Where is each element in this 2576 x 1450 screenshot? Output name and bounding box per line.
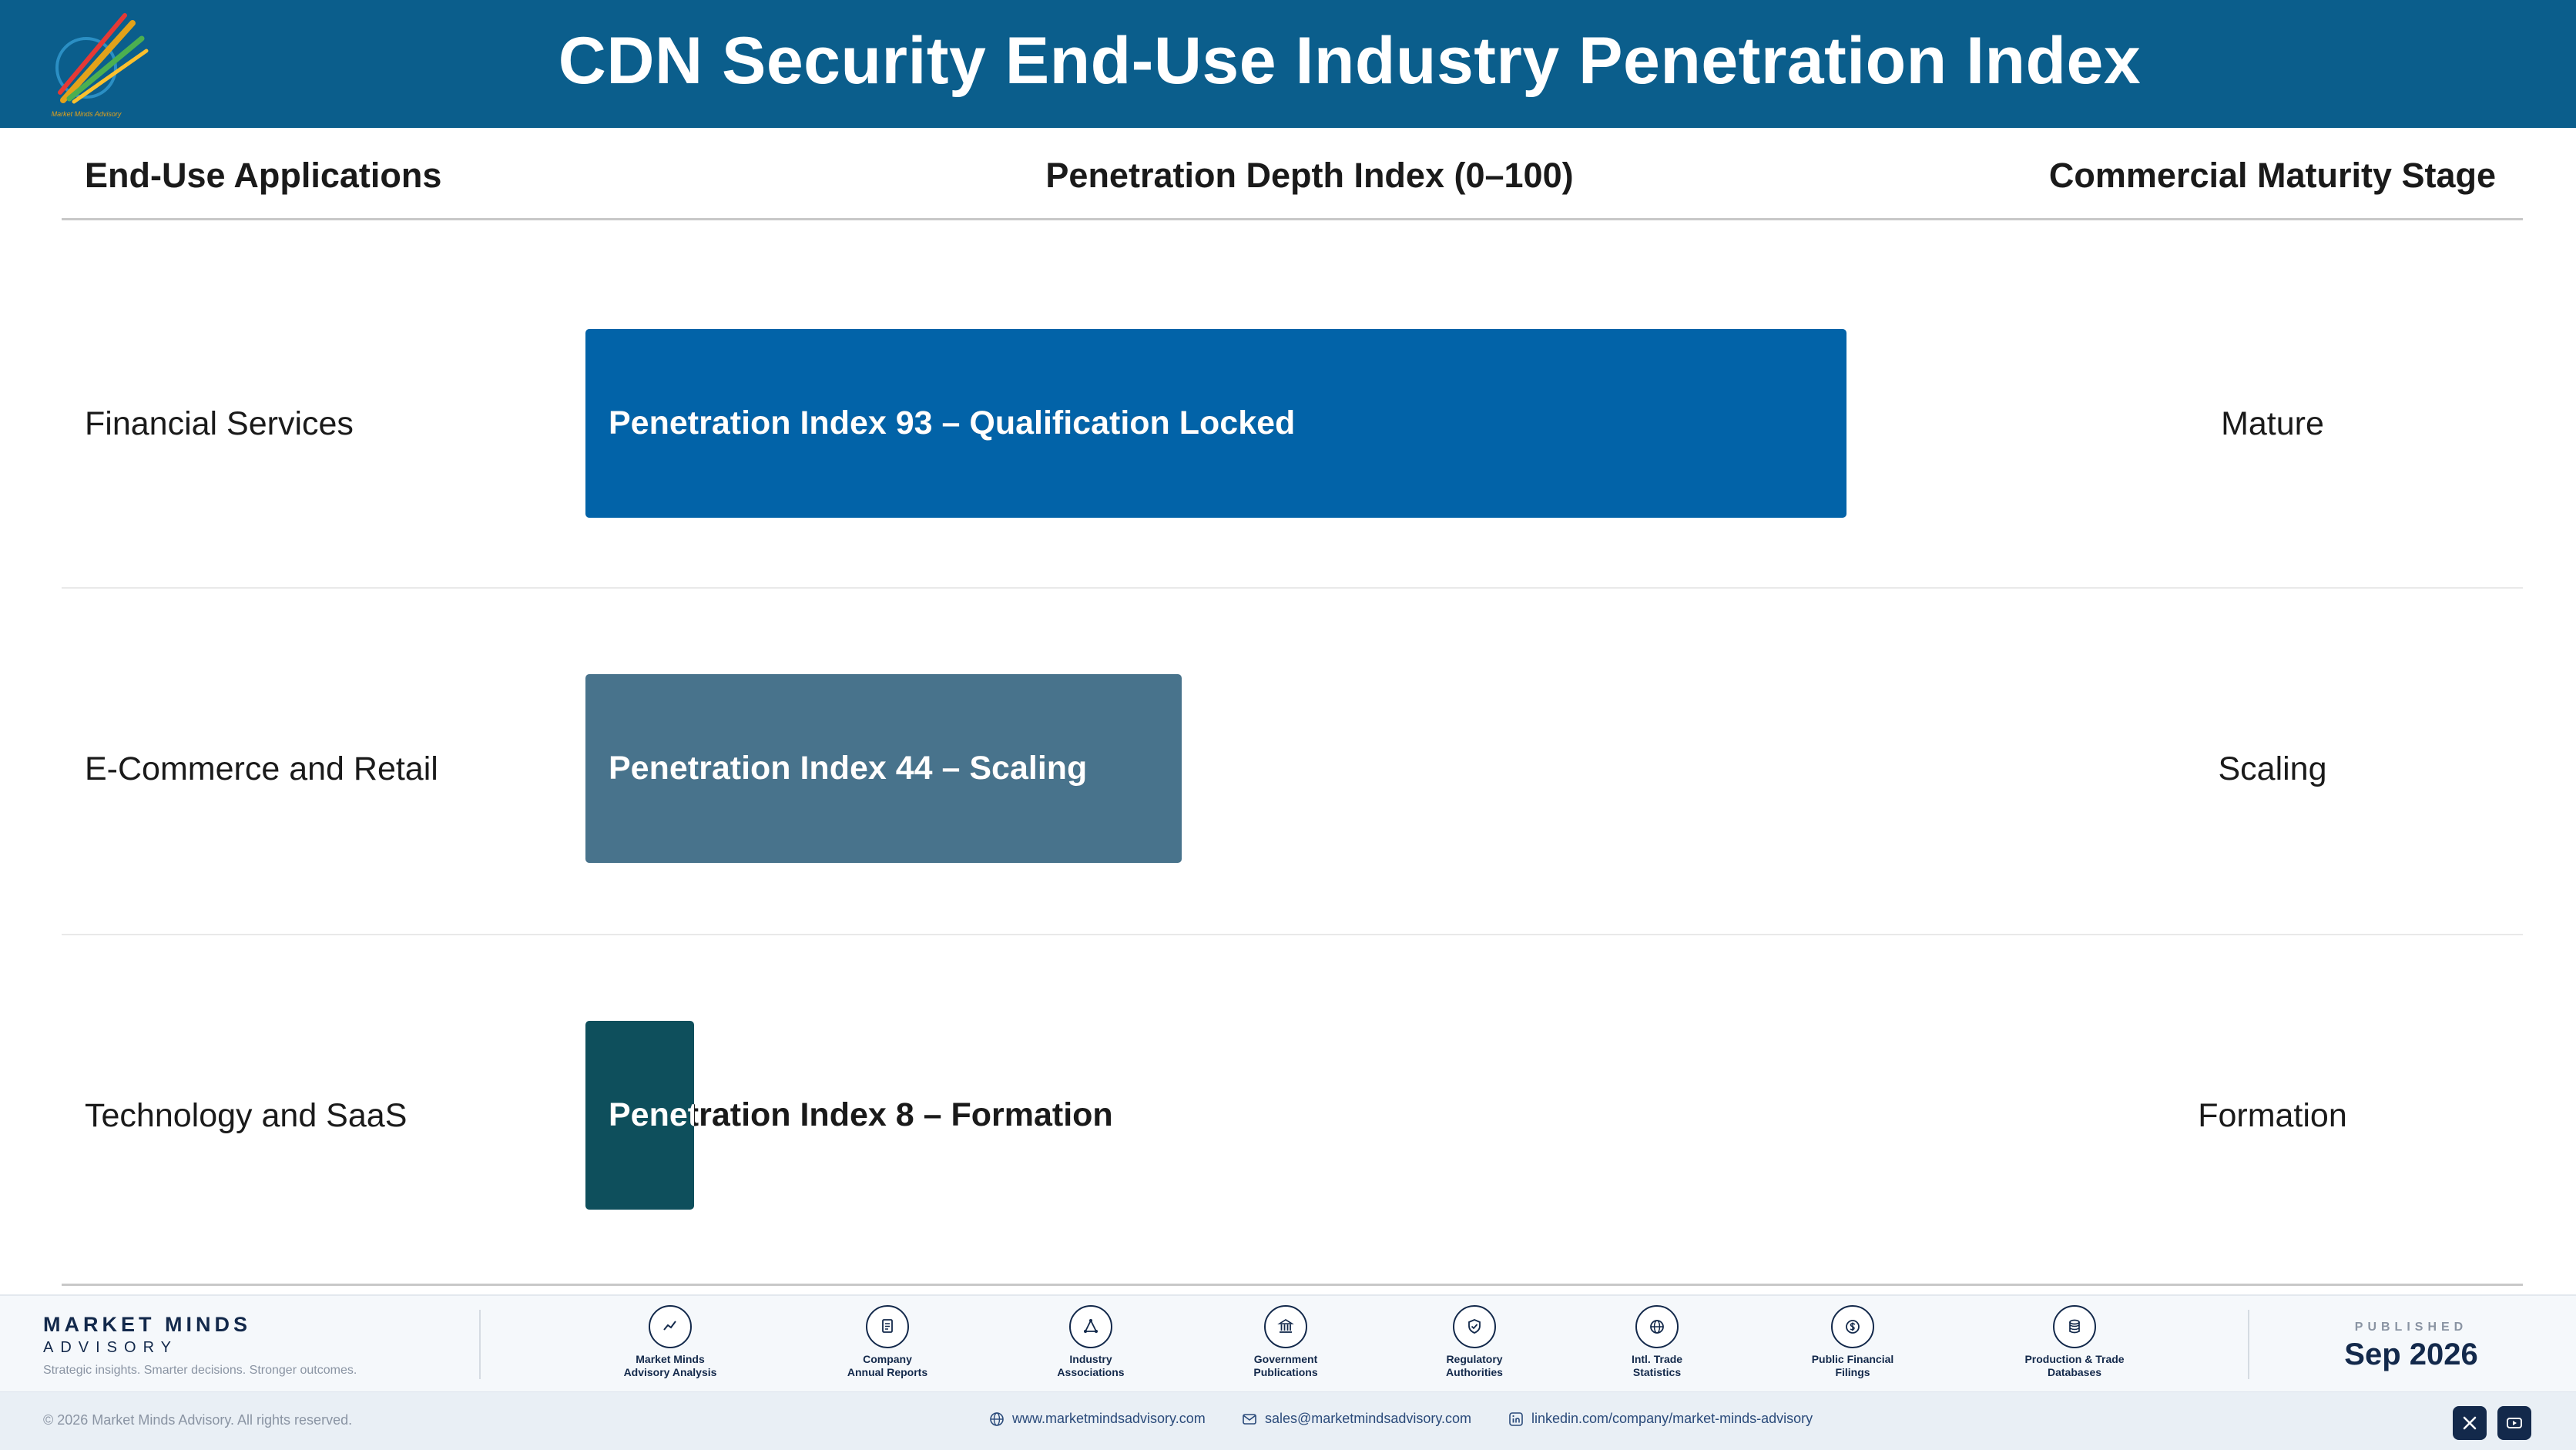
shield-check-icon bbox=[1453, 1305, 1496, 1348]
bar-value-label: Penetration Index 93 – Qualification Loc… bbox=[609, 404, 1296, 441]
linkedin-icon bbox=[1509, 1411, 1523, 1426]
footer-divider bbox=[2248, 1310, 2249, 1379]
bar-value-label: Penetration Index 8 – Formation bbox=[609, 1096, 1113, 1133]
bar-label-clip: Penetration Index 44 – Scaling bbox=[585, 674, 1182, 863]
header-divider bbox=[62, 218, 2523, 220]
source-item: Public Financial Filings bbox=[1768, 1305, 1937, 1379]
column-header-stage: Commercial Maturity Stage bbox=[2048, 156, 2497, 195]
logo-caption: Market Minds Advisory bbox=[51, 110, 122, 118]
row-divider bbox=[62, 934, 2523, 935]
source-item: Regulatory Authorities bbox=[1390, 1305, 1559, 1379]
maturity-stage: Formation bbox=[2198, 1097, 2347, 1134]
category-label: Technology and SaaS bbox=[85, 1097, 408, 1134]
page-title: CDN Security End-Use Industry Penetratio… bbox=[558, 24, 2142, 98]
bar-value-label-inside: Penetration Index 8 – Formation bbox=[609, 1096, 694, 1133]
email-link[interactable]: sales@marketmindsadvisory.com bbox=[1242, 1411, 1471, 1427]
source-item: Government Publications bbox=[1201, 1305, 1370, 1379]
row-divider bbox=[62, 587, 2523, 589]
linkedin-text: linkedin.com/company/market-minds-adviso… bbox=[1531, 1411, 1813, 1426]
bar-value-label: Penetration Index 44 – Scaling bbox=[609, 750, 1088, 787]
x-social-button[interactable] bbox=[2453, 1406, 2487, 1440]
youtube-icon bbox=[2507, 1418, 2522, 1428]
source-label: Public Financial Filings bbox=[1811, 1353, 1894, 1378]
bar-track: Penetration Index 93 – Qualification Loc… bbox=[585, 329, 1941, 518]
data-bar bbox=[585, 674, 1182, 863]
bar-label-clip: Penetration Index 93 – Qualification Loc… bbox=[585, 329, 1846, 518]
column-header-index: Penetration Depth Index (0–100) bbox=[1045, 156, 1574, 195]
source-item: Intl. Trade Statistics bbox=[1572, 1305, 1742, 1379]
globe-icon bbox=[990, 1411, 1004, 1426]
source-item: Production & Trade Databases bbox=[1990, 1305, 2159, 1379]
email-text: sales@marketmindsadvisory.com bbox=[1265, 1411, 1472, 1426]
source-item: Industry Associations bbox=[1006, 1305, 1176, 1379]
category-label: Financial Services bbox=[85, 405, 354, 442]
database-icon bbox=[2053, 1305, 2096, 1348]
source-item: Company Annual Reports bbox=[803, 1305, 972, 1379]
chart-line-icon bbox=[649, 1305, 692, 1348]
chart-bottom-divider bbox=[62, 1284, 2523, 1286]
brand-name: MARKET MINDS bbox=[43, 1313, 251, 1336]
footer-sources-bar: MARKET MINDS ADVISORY Strategic insights… bbox=[0, 1294, 2576, 1391]
bar-value-label-inside: Penetration Index 44 – Scaling bbox=[609, 750, 1088, 787]
data-bar bbox=[585, 329, 1846, 518]
footer: MARKET MINDS ADVISORY Strategic insights… bbox=[0, 1294, 2576, 1450]
x-logo-icon bbox=[2463, 1416, 2477, 1430]
document-icon bbox=[866, 1305, 909, 1348]
footer-contact-bar: © 2026 Market Minds Advisory. All rights… bbox=[0, 1391, 2576, 1450]
published-date: Sep 2026 bbox=[2344, 1338, 2478, 1371]
brand-tagline: Strategic insights. Smarter decisions. S… bbox=[43, 1364, 357, 1377]
government-building-icon bbox=[1264, 1305, 1307, 1348]
source-label: Production & Trade Databases bbox=[2024, 1353, 2125, 1378]
category-label: E-Commerce and Retail bbox=[85, 750, 438, 787]
company-logo bbox=[55, 13, 149, 104]
brand-subtitle: ADVISORY bbox=[43, 1339, 178, 1356]
footer-divider bbox=[479, 1310, 481, 1379]
bar-label-clip: Penetration Index 8 – Formation bbox=[585, 1021, 694, 1210]
linkedin-link[interactable]: linkedin.com/company/market-minds-adviso… bbox=[1508, 1411, 1813, 1427]
source-label: Regulatory Authorities bbox=[1446, 1353, 1503, 1378]
bar-track: Penetration Index 44 – Scaling Penetratio… bbox=[585, 674, 1941, 863]
header-banner: Market Minds Advisory CDN Security End-U… bbox=[0, 0, 2576, 128]
copyright-text: © 2026 Market Minds Advisory. All rights… bbox=[43, 1412, 353, 1428]
source-item: Market Minds Advisory Analysis bbox=[585, 1305, 755, 1379]
source-label: Company Annual Reports bbox=[847, 1353, 928, 1378]
website-text: www.marketmindsadvisory.com bbox=[1012, 1411, 1206, 1426]
globe-icon bbox=[1635, 1305, 1679, 1348]
data-bar bbox=[585, 1021, 694, 1210]
youtube-social-button[interactable] bbox=[2497, 1406, 2531, 1440]
bar-value-label-inside: Penetration Index 93 – Qualification Loc… bbox=[609, 404, 1296, 441]
dollar-coin-icon bbox=[1831, 1305, 1874, 1348]
bar-track: Penetration Index 8 – FormationPenetrati… bbox=[585, 1021, 1941, 1210]
network-icon bbox=[1069, 1305, 1112, 1348]
website-link[interactable]: www.marketmindsadvisory.com bbox=[989, 1411, 1206, 1427]
column-header-applications: End-Use Applications bbox=[85, 156, 442, 195]
source-label: Intl. Trade Statistics bbox=[1631, 1353, 1683, 1378]
published-label: PUBLISHED bbox=[2354, 1321, 2468, 1334]
source-label: Industry Associations bbox=[1057, 1353, 1125, 1378]
source-label: Market Minds Advisory Analysis bbox=[623, 1353, 717, 1378]
maturity-stage: Scaling bbox=[2218, 750, 2327, 787]
source-label: Government Publications bbox=[1253, 1353, 1318, 1378]
maturity-stage: Mature bbox=[2221, 405, 2324, 442]
mail-icon bbox=[1243, 1413, 1256, 1425]
